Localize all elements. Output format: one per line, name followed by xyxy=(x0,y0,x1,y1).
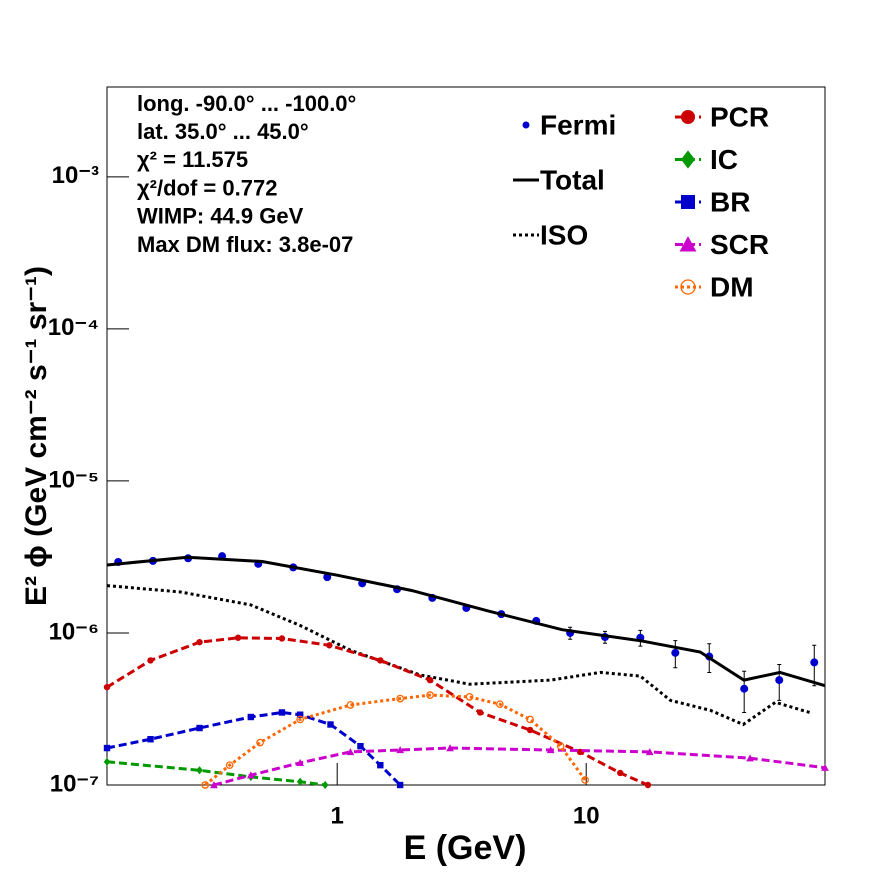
marker xyxy=(396,746,404,754)
marker xyxy=(346,701,355,709)
y-tick-label: 10⁻⁵ xyxy=(48,466,99,493)
marker xyxy=(746,754,754,762)
marker xyxy=(147,657,154,664)
marker xyxy=(278,635,286,642)
marker xyxy=(321,780,329,790)
marker xyxy=(581,776,589,784)
marker xyxy=(396,694,405,703)
series-line xyxy=(106,555,826,688)
marker xyxy=(377,761,384,769)
marker xyxy=(296,715,305,724)
marker xyxy=(278,709,286,716)
marker xyxy=(556,742,565,751)
marker xyxy=(495,700,504,709)
series xyxy=(103,634,652,789)
annotation: lat. 35.0° ... 45.0° xyxy=(137,119,309,144)
legend-label: SCR xyxy=(710,229,769,260)
legend-label: DM xyxy=(710,271,754,302)
series-line xyxy=(106,584,811,727)
marker xyxy=(196,724,203,732)
marker xyxy=(522,121,530,129)
marker xyxy=(346,748,355,756)
marker xyxy=(810,658,819,667)
marker xyxy=(225,761,234,770)
marker xyxy=(103,744,111,752)
series-line xyxy=(213,746,826,787)
annotation: WIMP: 44.9 GeV xyxy=(137,204,304,229)
annotation: χ² = 11.575 xyxy=(137,147,248,172)
annotation: long. -90.0° ... -100.0° xyxy=(137,91,356,116)
marker xyxy=(426,676,434,684)
marker xyxy=(526,726,534,734)
series xyxy=(106,555,826,688)
marker xyxy=(296,777,304,786)
series-line xyxy=(106,710,402,787)
y-tick-label: 10⁻⁷ xyxy=(50,770,99,797)
marker xyxy=(446,744,454,752)
y-axis-label: E² ϕ (GeV cm⁻² s⁻¹ sr⁻¹) xyxy=(20,266,53,606)
y-tick-label: 10⁻⁴ xyxy=(48,314,99,341)
y-tick-label: 10⁻³ xyxy=(52,162,99,189)
marker xyxy=(679,236,697,252)
marker xyxy=(396,781,404,789)
marker xyxy=(740,684,749,693)
marker xyxy=(247,713,255,721)
legend-label: Fermi xyxy=(540,109,616,140)
marker xyxy=(234,634,242,641)
series xyxy=(106,584,811,727)
series xyxy=(210,744,829,789)
marker xyxy=(196,766,203,775)
marker xyxy=(247,771,255,779)
marker xyxy=(465,693,474,701)
series xyxy=(201,691,589,789)
marker xyxy=(357,742,364,750)
marker xyxy=(296,711,304,718)
marker xyxy=(147,736,154,743)
marker xyxy=(681,110,695,124)
marker xyxy=(680,279,696,295)
marker xyxy=(546,746,555,754)
legend-label: PCR xyxy=(710,101,769,132)
annotation: Max DM flux: 3.8e-07 xyxy=(137,232,353,257)
marker xyxy=(821,763,829,771)
marker xyxy=(326,642,333,649)
legend-label: IC xyxy=(710,144,738,175)
marker xyxy=(103,683,111,691)
marker xyxy=(103,757,111,767)
marker xyxy=(681,195,695,209)
series xyxy=(114,552,819,713)
marker xyxy=(201,781,210,789)
marker xyxy=(196,638,203,646)
marker xyxy=(644,781,652,789)
marker xyxy=(476,709,484,716)
marker xyxy=(210,781,218,789)
series xyxy=(103,709,404,789)
marker xyxy=(576,748,584,756)
marker xyxy=(775,676,784,685)
annotation: χ²/dof = 0.772 xyxy=(137,175,277,200)
series-line xyxy=(106,760,326,787)
marker xyxy=(617,769,624,777)
x-tick-label: 10 xyxy=(573,802,600,829)
marker xyxy=(681,150,695,169)
marker xyxy=(377,657,384,664)
x-axis-label: E (GeV) xyxy=(404,829,527,867)
marker xyxy=(645,748,654,756)
marker xyxy=(426,691,434,699)
legend-label: ISO xyxy=(540,219,588,250)
marker xyxy=(256,738,264,747)
x-tick-label: 1 xyxy=(331,802,344,829)
y-tick-label: 10⁻⁶ xyxy=(49,618,99,645)
legend-label: BR xyxy=(710,186,750,217)
legend-label: Total xyxy=(540,164,605,195)
marker xyxy=(671,648,680,657)
marker xyxy=(327,721,334,728)
marker xyxy=(526,715,534,724)
plot-frame xyxy=(106,86,826,786)
marker xyxy=(296,758,304,766)
